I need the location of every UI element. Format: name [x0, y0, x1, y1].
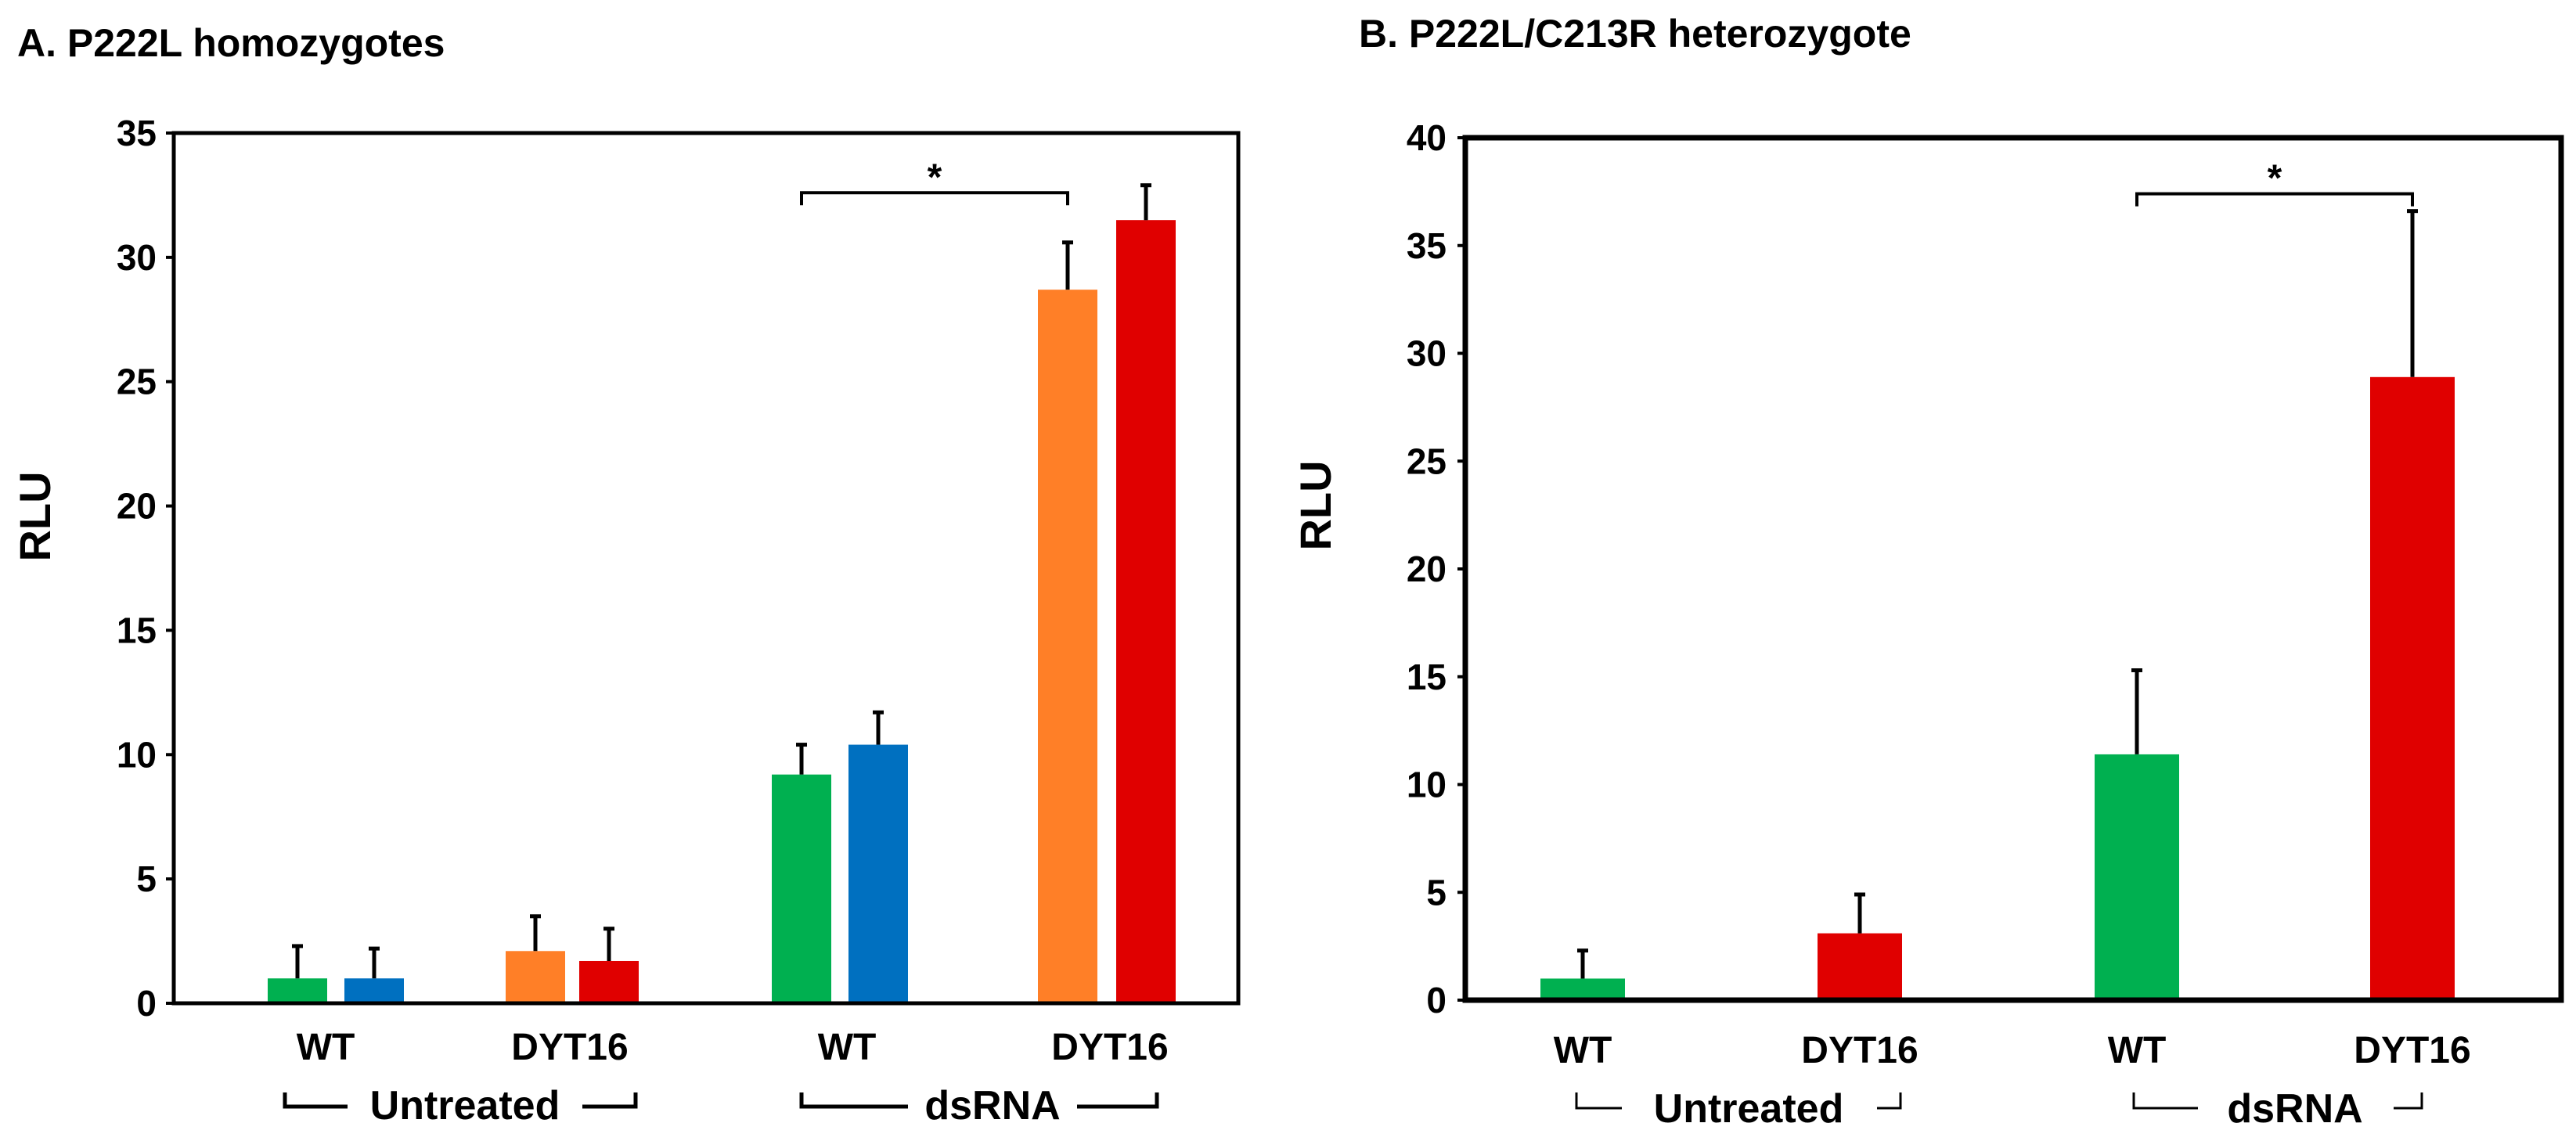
panel-b-y-tick-label: 10: [1407, 765, 1447, 805]
panel-a-bar-7: [1038, 290, 1097, 1003]
panel-a-bar-3: [506, 951, 565, 1003]
panel-b-y-ticks: 0 5 10 15 20 25 30 35 40: [1407, 117, 1465, 1020]
panel-b-bars: [1540, 209, 2455, 1000]
panel-b-group-bracket-dsrna: [2132, 1092, 2423, 1110]
panel-b-chart: B. P222L/C213R heterozygote RLU 0 5 10 15 20…: [1291, 12, 2564, 1132]
panel-a-category-label: DYT16: [1051, 1027, 1168, 1068]
panel-a-bar-1: [268, 978, 327, 1003]
panel-b-category-label: WT: [1554, 1030, 1612, 1071]
panel-b-category-label: DYT16: [2354, 1030, 2470, 1071]
panel-b-y-tick-label: 5: [1426, 872, 1447, 912]
panel-a-y-tick-label: 10: [117, 734, 157, 775]
panel-a-group-label: Untreated: [370, 1083, 560, 1128]
panel-a-bar-2: [344, 978, 404, 1003]
panel-b-group-label: dsRNA: [2227, 1086, 2362, 1132]
panel-b-y-tick-label: 40: [1407, 117, 1447, 158]
panel-b-bar-3: [2095, 754, 2179, 1000]
panel-a-chart: A. P222L homozygotes RLU 05101520253035 …: [10, 21, 1241, 1128]
panel-a-significance-star: *: [928, 157, 942, 198]
panel-b-significance-bracket: [2135, 192, 2414, 207]
panel-b-y-tick-label: 20: [1407, 549, 1447, 589]
panel-b-y-tick-label: 0: [1426, 980, 1447, 1020]
panel-a-bar-8: [1116, 220, 1176, 1003]
panel-a-y-tick-label: 30: [117, 237, 157, 278]
panel-b-significance: *: [2135, 158, 2414, 207]
panel-a-group-bracket-dsrna: [799, 1092, 1159, 1109]
panel-a-significance: *: [800, 157, 1069, 206]
panel-b-group-label: Untreated: [1654, 1086, 1844, 1132]
panel-b-bar-1: [1540, 978, 1625, 1000]
panel-b-title: B. P222L/C213R heterozygote: [1359, 12, 1911, 56]
panel-a-group-bracket-untreated: [283, 1092, 638, 1109]
panel-b-y-axis-label: RLU: [1291, 460, 1340, 550]
panel-a-y-tick-label: 5: [136, 858, 157, 899]
panel-a-bars: [268, 183, 1176, 1003]
panel-a-plot-frame: [171, 131, 1241, 1006]
panel-a-category-label: WT: [818, 1027, 877, 1068]
panel-a-title: A. P222L homozygotes: [17, 21, 445, 65]
panel-b-y-tick-label: 25: [1407, 441, 1447, 481]
panel-b-bar-2: [1818, 933, 1902, 1000]
panel-b-y-tick-label: 35: [1407, 225, 1447, 266]
panel-a-y-ticks: 0 5 10 15 20 25 30 35: [117, 113, 174, 1024]
panel-a-y-tick-label: 0: [136, 983, 157, 1024]
panel-a-y-axis-label: RLU: [10, 471, 59, 561]
panel-a-y-tick-label: 20: [117, 486, 157, 527]
panel-b-category-label: DYT16: [1801, 1030, 1918, 1071]
panel-b-y-tick-label: 30: [1407, 333, 1447, 374]
panel-a-category-label: WT: [297, 1027, 355, 1068]
panel-b-y-tick-label: 15: [1407, 657, 1447, 697]
panel-a-y-tick-label: 35: [117, 113, 157, 153]
panel-a-bar-5: [772, 774, 831, 1003]
panel-a-category-label: DYT16: [511, 1027, 628, 1068]
panel-b-category-label: WT: [2108, 1030, 2167, 1071]
panel-b-significance-star: *: [2268, 158, 2282, 200]
panel-b-bar-4: [2370, 376, 2455, 1000]
panel-a-bar-6: [848, 744, 908, 1003]
panel-a-group-label: dsRNA: [924, 1083, 1060, 1128]
panel-a-bar-4: [579, 960, 639, 1003]
panel-a-y-tick-label: 15: [117, 610, 157, 650]
panel-b-plot-frame: [1462, 135, 2564, 1003]
panel-a-significance-bracket: [800, 191, 1069, 206]
panel-a-y-tick-label: 25: [117, 362, 157, 402]
panel-b-group-bracket-untreated: [1575, 1092, 1902, 1110]
